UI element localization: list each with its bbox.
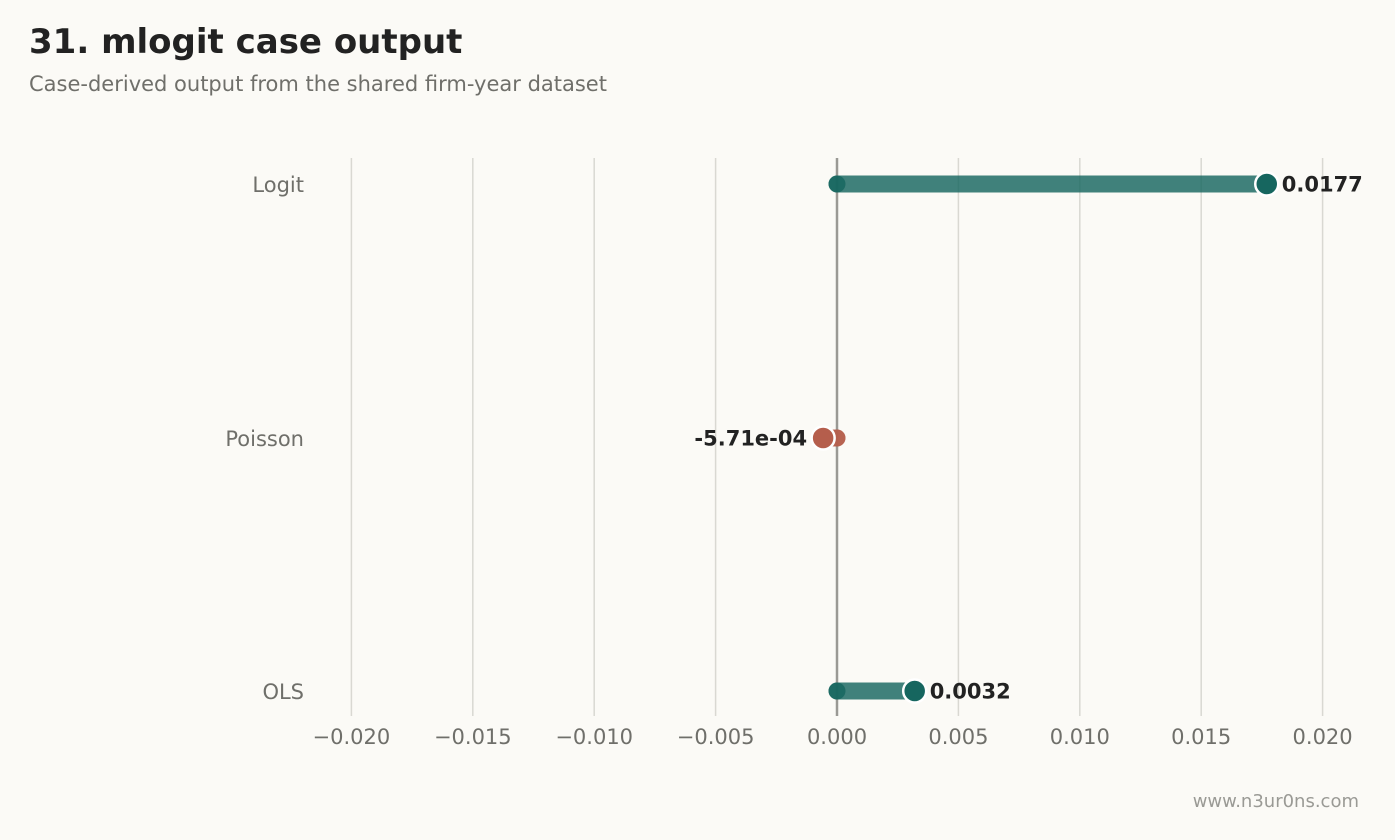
category-label: Poisson — [225, 427, 304, 451]
x-tick-label: −0.010 — [555, 725, 633, 749]
x-tick-label: −0.015 — [434, 725, 512, 749]
grid-layer — [350, 158, 1324, 716]
x-tick-label: 0.000 — [807, 725, 867, 749]
x-tick-label: −0.020 — [313, 725, 391, 749]
x-tick-label: 0.010 — [1050, 725, 1110, 749]
lollipop-marks: 0.0177 -5.71e-04 0.0032 — [694, 171, 1363, 704]
x-tick-label: 0.015 — [1171, 725, 1231, 749]
lollipop-head — [901, 678, 928, 704]
value-label: 0.0032 — [930, 680, 1011, 704]
x-tick-label: −0.005 — [677, 725, 755, 749]
chart-title: 31. mlogit case output — [29, 22, 463, 62]
category-label: Logit — [252, 173, 304, 197]
lollipop-head — [810, 425, 836, 451]
category-label: OLS — [262, 680, 304, 704]
lollipop-head — [1254, 171, 1280, 197]
watermark: www.n3ur0ns.com — [1192, 791, 1359, 812]
chart-subtitle: Case-derived output from the shared firm… — [29, 72, 607, 96]
value-label: -5.71e-04 — [694, 427, 807, 451]
x-tick-label: 0.020 — [1293, 725, 1353, 749]
category-labels: Logit Poisson OLS — [225, 173, 304, 704]
x-tick-labels: −0.020 −0.015 −0.010 −0.005 0.000 0.005 0.010 0… — [313, 725, 1353, 749]
lollipop-base — [828, 175, 846, 193]
value-label: 0.0177 — [1282, 173, 1363, 197]
lollipop-base — [828, 682, 846, 700]
x-tick-label: 0.005 — [928, 725, 988, 749]
